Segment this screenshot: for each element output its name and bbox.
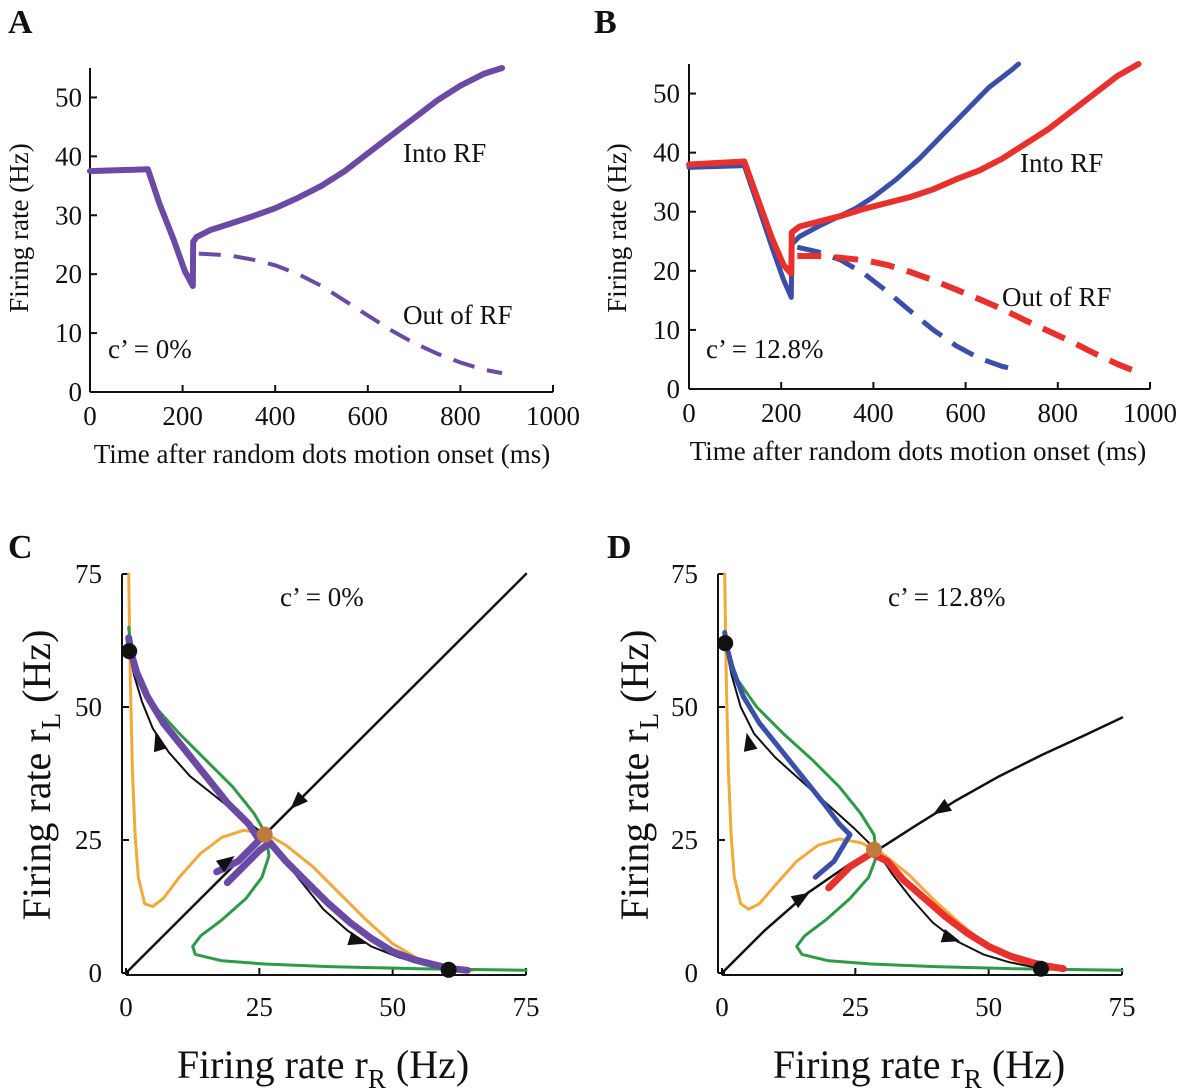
panel-b-annot-out-rf: Out of RF bbox=[1002, 282, 1112, 312]
panel-c-y-tick-label: 75 bbox=[75, 559, 102, 589]
panel-b-x-tick-label: 0 bbox=[682, 398, 696, 428]
panel-c-stable-attractor bbox=[440, 961, 457, 978]
panel-a-x-tick-label: 0 bbox=[83, 401, 97, 431]
panel-a-letter: A bbox=[8, 4, 33, 41]
panel-d-x-tick-label: 75 bbox=[1109, 992, 1136, 1022]
panel-c: C c’ = 0% Firing rate rL (Hz) Firing rat… bbox=[8, 529, 540, 1092]
panel-c-series-diagonal bbox=[124, 572, 528, 975]
panel-a-series-into-rf bbox=[87, 65, 506, 289]
panel-b-y-tick-label: 50 bbox=[653, 79, 680, 109]
panel-d-flow-arrow bbox=[940, 928, 960, 943]
panel-b-x-tick-label: 200 bbox=[761, 398, 802, 428]
panel-b-y-tick-label: 40 bbox=[653, 138, 680, 168]
panel-c-letter: C bbox=[8, 529, 33, 566]
panel-c-ylabel: Firing rate rL (Hz) bbox=[14, 630, 66, 921]
panel-d-y-tick-label: 75 bbox=[671, 559, 698, 589]
panel-c-saddle-point bbox=[256, 826, 273, 843]
panel-c-y-tick-label: 25 bbox=[75, 825, 102, 855]
panel-a-y-tick-label: 10 bbox=[55, 318, 82, 348]
panel-a-y-tick-label: 50 bbox=[55, 82, 82, 112]
panel-d-annot-coherence: c’ = 12.8% bbox=[888, 582, 1005, 612]
panel-d-letter: D bbox=[607, 529, 632, 566]
panel-b-y-tick-label: 30 bbox=[653, 197, 680, 227]
panel-c-x-tick-label: 75 bbox=[513, 992, 540, 1022]
panel-b-annot-coherence: c’ = 12.8% bbox=[706, 334, 823, 364]
panel-c-flow-arrow bbox=[153, 732, 168, 753]
panel-d-stable-attractor bbox=[717, 635, 734, 652]
panel-c-series-nullcline-rl bbox=[127, 572, 475, 972]
panel-c-x-tick-label: 0 bbox=[119, 992, 133, 1022]
panel-d-series-separatrix bbox=[720, 716, 1124, 975]
panel-d-flow-arrow bbox=[790, 892, 810, 909]
panel-b-xlabel: Time after random dots motion onset (ms) bbox=[690, 436, 1146, 466]
panel-c-flow-arrow bbox=[347, 931, 367, 946]
panel-c-y-tick-label: 50 bbox=[75, 692, 102, 722]
panel-c-annot-coherence: c’ = 0% bbox=[280, 582, 364, 612]
panel-c-x-tick-label: 50 bbox=[379, 992, 406, 1022]
panel-a-y-tick-label: 40 bbox=[55, 141, 82, 171]
panel-c-series-trajectory-left bbox=[128, 650, 266, 836]
panel-c-x-tick-label: 25 bbox=[246, 992, 273, 1022]
panel-b-y-tick-label: 0 bbox=[667, 374, 681, 404]
panel-b-series-out-of-rf-model bbox=[796, 244, 1020, 373]
panel-c-y-tick-label: 0 bbox=[89, 958, 103, 988]
panel-a-y-tick-label: 30 bbox=[55, 200, 82, 230]
panel-a-y-tick-label: 0 bbox=[69, 377, 83, 407]
panel-c-series-simulation bbox=[223, 839, 471, 974]
panel-d-y-tick-label: 50 bbox=[671, 692, 698, 722]
panel-a-annot-into-rf: Into RF bbox=[403, 138, 486, 168]
panel-c-flow-arrow bbox=[290, 791, 308, 810]
panel-d-series-trajectory-left bbox=[724, 642, 878, 852]
panel-a-xlabel: Time after random dots motion onset (ms) bbox=[94, 439, 550, 469]
panel-d-x-tick-label: 50 bbox=[975, 992, 1002, 1022]
panel-d-y-tick-label: 25 bbox=[671, 825, 698, 855]
panel-a-x-tick-label: 200 bbox=[162, 401, 203, 431]
panel-b-ylabel: Firing rate (Hz) bbox=[602, 143, 632, 312]
panel-b-x-tick-label: 400 bbox=[853, 398, 894, 428]
panel-d-series-simulation bbox=[722, 630, 853, 880]
panel-b-x-tick-label: 1000 bbox=[1123, 398, 1177, 428]
panel-d-x-tick-label: 25 bbox=[842, 992, 869, 1022]
panel-a-series-out-of-rf bbox=[198, 251, 503, 376]
panel-a-x-tick-label: 600 bbox=[348, 401, 389, 431]
panel-a-x-tick-label: 400 bbox=[255, 401, 296, 431]
panel-a-x-tick-label: 1000 bbox=[526, 401, 580, 431]
panel-d-ylabel: Firing rate rL (Hz) bbox=[612, 630, 664, 921]
panel-d-y-tick-label: 0 bbox=[685, 958, 699, 988]
panel-b: B Firing rate (Hz) Time after random dot… bbox=[594, 4, 1177, 466]
panel-d-stable-attractor bbox=[1032, 960, 1049, 977]
panel-b-y-tick-label: 10 bbox=[653, 315, 680, 345]
panel-a: A Firing rate (Hz) Time after random dot… bbox=[4, 4, 580, 469]
panel-b-x-tick-label: 800 bbox=[1038, 398, 1079, 428]
panel-b-series-out-of-rf-spiking bbox=[797, 253, 1140, 376]
panel-a-x-tick-label: 800 bbox=[440, 401, 481, 431]
panel-a-ylabel: Firing rate (Hz) bbox=[4, 143, 34, 312]
panel-d-series-nullcline-rl bbox=[723, 572, 1065, 972]
panel-c-xlabel: Firing rate rR (Hz) bbox=[177, 1042, 469, 1092]
panel-c-series-simulation bbox=[125, 634, 263, 876]
panel-b-series-into-rf-model bbox=[686, 61, 1022, 300]
panel-d: D c’ = 12.8% Firing rate rL (Hz) Firing … bbox=[607, 529, 1136, 1092]
panel-d-saddle-point bbox=[866, 841, 882, 858]
panel-a-annot-out-rf: Out of RF bbox=[403, 300, 513, 330]
panel-b-series-into-rf-spiking bbox=[686, 61, 1142, 277]
panel-c-stable-attractor bbox=[121, 643, 138, 660]
panel-a-y-tick-label: 20 bbox=[55, 259, 82, 289]
panel-d-flow-arrow bbox=[933, 798, 953, 815]
panel-d-x-tick-label: 0 bbox=[715, 992, 729, 1022]
panel-c-series-nullcline-rr bbox=[127, 625, 528, 972]
panel-b-letter: B bbox=[594, 4, 617, 41]
panel-d-flow-arrow bbox=[743, 732, 758, 752]
panel-c-series-trajectory-right bbox=[263, 833, 450, 971]
panel-b-x-tick-label: 600 bbox=[945, 398, 986, 428]
panel-c-flow-arrow bbox=[215, 856, 235, 873]
panel-b-y-tick-label: 20 bbox=[653, 256, 680, 286]
panel-d-series-nullcline-rr bbox=[723, 631, 1124, 972]
panel-b-annot-into-rf: Into RF bbox=[1020, 148, 1103, 178]
panel-a-annot-coherence: c’ = 0% bbox=[108, 334, 192, 364]
panel-d-xlabel: Firing rate rR (Hz) bbox=[773, 1042, 1065, 1092]
